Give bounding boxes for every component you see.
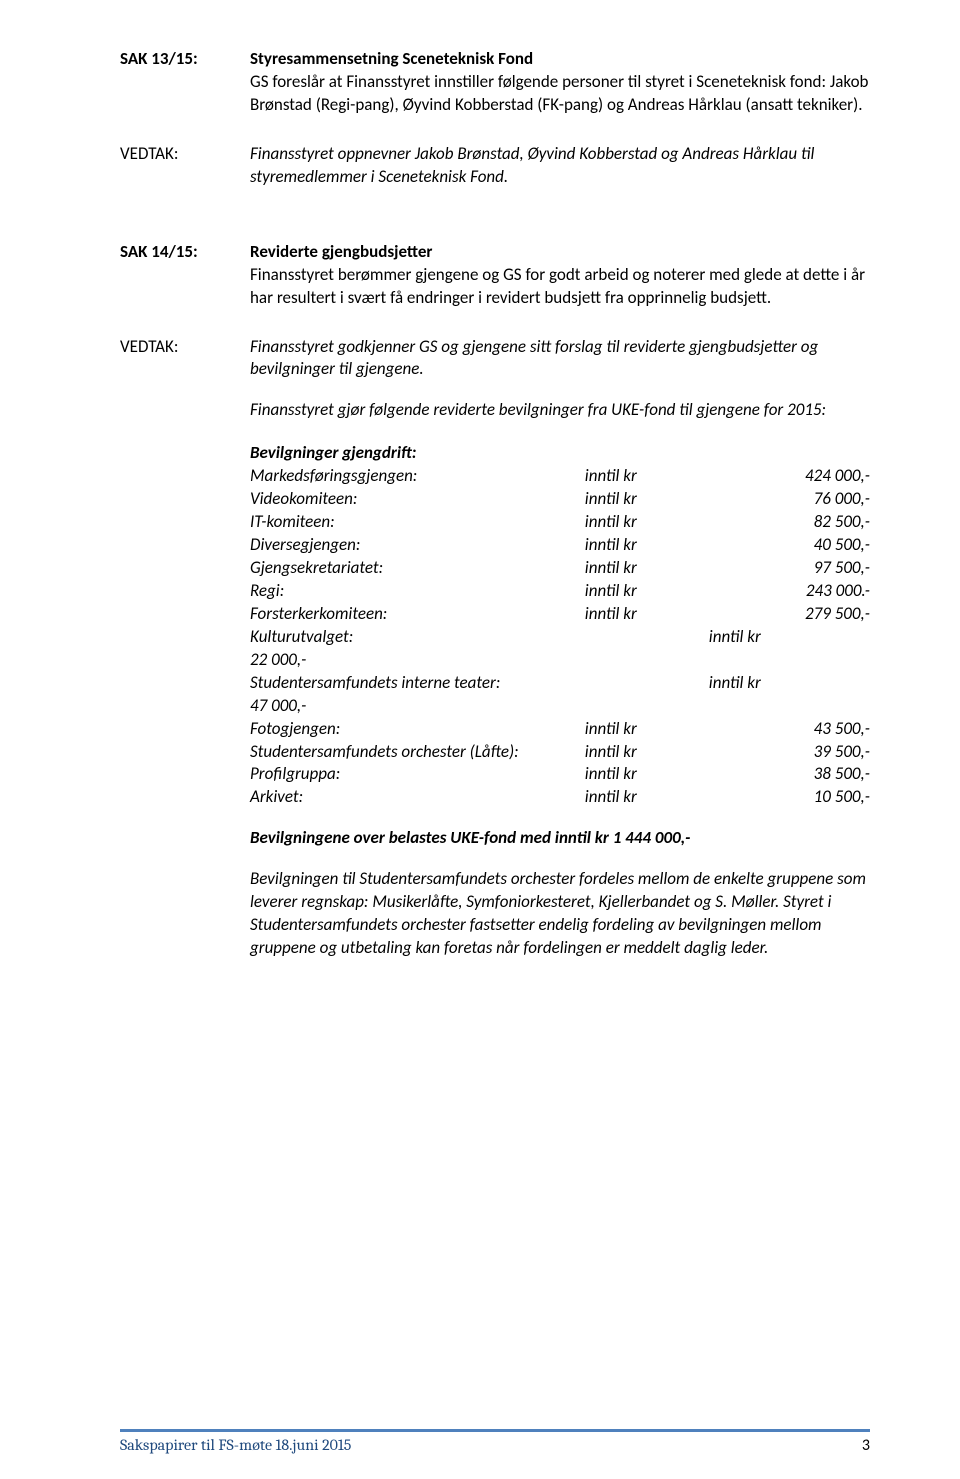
cell-amount: 424 000,- bbox=[709, 465, 870, 488]
sak-13-title: Styresammensetning Sceneteknisk Fond bbox=[250, 48, 533, 69]
sak-13-body: GS foreslår at Finansstyret innstiller f… bbox=[250, 71, 868, 115]
sak-14-body: Finansstyret berømmer gjengene og GS for… bbox=[250, 264, 865, 308]
cell-inntil: inntil kr bbox=[585, 741, 709, 764]
cell-amount: 40 500,- bbox=[709, 534, 870, 557]
cell-name: Regi: bbox=[250, 580, 585, 603]
table-row: 47 000,- bbox=[250, 695, 870, 718]
spacer bbox=[120, 215, 870, 241]
cell-inntil: inntil kr bbox=[585, 488, 709, 511]
vedtak-14-label: VEDTAK: bbox=[120, 336, 250, 359]
cell-amount: 38 500,- bbox=[709, 763, 870, 786]
table-row: Forsterkerkomiteen:inntil kr279 500,- bbox=[250, 603, 870, 626]
cell-amount: 10 500,- bbox=[709, 786, 870, 809]
footer-row: Sakspapirer til FS-møte 18.juni 2015 3 bbox=[120, 1436, 870, 1455]
cell-amount-wrapped: 47 000,- bbox=[250, 695, 585, 718]
cell-amount: 279 500,- bbox=[709, 603, 870, 626]
vedtak-14-block: VEDTAK: Finansstyret godkjenner GS og gj… bbox=[120, 336, 870, 961]
vedtak-13-body: Finansstyret oppnevner Jakob Brønstad, Ø… bbox=[250, 143, 870, 189]
table-row: Fotogjengen:inntil kr43 500,- bbox=[250, 718, 870, 741]
page-footer: Sakspapirer til FS-møte 18.juni 2015 3 bbox=[120, 1429, 870, 1455]
sak-13-block: SAK 13/15: Styresammensetning Scenetekni… bbox=[120, 48, 870, 117]
cell-amount: 82 500,- bbox=[709, 511, 870, 534]
cell-amount: 243 000.- bbox=[709, 580, 870, 603]
table-row: Profilgruppa:inntil kr38 500,- bbox=[250, 763, 870, 786]
cell-inntil: inntil kr bbox=[585, 786, 709, 809]
bevilgninger-title: Bevilgninger gjengdrift: bbox=[250, 442, 870, 465]
cell-inntil: inntil kr bbox=[585, 603, 709, 626]
vedtak-13-block: VEDTAK: Finansstyret oppnevner Jakob Brø… bbox=[120, 143, 870, 189]
cell-name: Arkivet: bbox=[250, 786, 585, 809]
vedtak-14-body1: Finansstyret godkjenner GS og gjengene s… bbox=[250, 336, 870, 382]
table-row: IT-komiteen:inntil kr82 500,- bbox=[250, 511, 870, 534]
cell-inntil: inntil kr bbox=[585, 465, 709, 488]
sak-13-label: SAK 13/15: bbox=[120, 48, 250, 71]
cell-inntil: inntil kr bbox=[709, 626, 870, 649]
sak-14-label: SAK 14/15: bbox=[120, 241, 250, 264]
table-row: Gjengsekretariatet:inntil kr97 500,- bbox=[250, 557, 870, 580]
cell-inntil: inntil kr bbox=[585, 557, 709, 580]
cell-name: Studentersamfundets orchester (Låfte): bbox=[250, 741, 585, 764]
cell-empty bbox=[709, 649, 870, 672]
cell-inntil: inntil kr bbox=[585, 534, 709, 557]
cell-name: Gjengsekretariatet: bbox=[250, 557, 585, 580]
cell-inntil: inntil kr bbox=[709, 672, 870, 695]
cell-amount: 76 000,- bbox=[709, 488, 870, 511]
sak-13-content: Styresammensetning Sceneteknisk Fond GS … bbox=[250, 48, 870, 117]
document-page: SAK 13/15: Styresammensetning Scenetekni… bbox=[0, 0, 960, 1479]
sak-14-content: Reviderte gjengbudsjetter Finansstyret b… bbox=[250, 241, 870, 310]
cell-name: IT-komiteen: bbox=[250, 511, 585, 534]
cell-empty bbox=[585, 649, 709, 672]
cell-amount: 43 500,- bbox=[709, 718, 870, 741]
cell-empty bbox=[585, 695, 709, 718]
table-row: Regi:inntil kr243 000.- bbox=[250, 580, 870, 603]
cell-inntil: inntil kr bbox=[585, 511, 709, 534]
footer-divider bbox=[120, 1429, 870, 1432]
cell-inntil: inntil kr bbox=[585, 763, 709, 786]
cell-amount: 39 500,- bbox=[709, 741, 870, 764]
table-row: Arkivet:inntil kr10 500,- bbox=[250, 786, 870, 809]
cell-amount: 97 500,- bbox=[709, 557, 870, 580]
cell-name: Markedsføringsgjengen: bbox=[250, 465, 585, 488]
table-row: Studentersamfundets orchester (Låfte):in… bbox=[250, 741, 870, 764]
table-row: Diversegjengen:inntil kr40 500,- bbox=[250, 534, 870, 557]
cell-name: Forsterkerkomiteen: bbox=[250, 603, 585, 626]
sak-14-title: Reviderte gjengbudsjetter bbox=[250, 241, 432, 262]
vedtak-14-para: Bevilgningen til Studentersamfundets orc… bbox=[250, 868, 870, 960]
cell-empty bbox=[709, 695, 870, 718]
cell-name: Fotogjengen: bbox=[250, 718, 585, 741]
cell-name: Studentersamfundets interne teater: bbox=[250, 672, 585, 695]
cell-name: Profilgruppa: bbox=[250, 763, 585, 786]
cell-empty bbox=[585, 672, 709, 695]
cell-amount-wrapped: 22 000,- bbox=[250, 649, 585, 672]
vedtak-14-content: Finansstyret godkjenner GS og gjengene s… bbox=[250, 336, 870, 961]
vedtak-14-body2: Finansstyret gjør følgende reviderte bev… bbox=[250, 399, 870, 422]
table-row: Studentersamfundets interne teater: innti… bbox=[250, 672, 870, 695]
table-row: Kulturutvalget: inntil kr bbox=[250, 626, 870, 649]
footer-page-number: 3 bbox=[862, 1436, 870, 1455]
footer-text: Sakspapirer til FS-møte 18.juni 2015 bbox=[120, 1436, 351, 1455]
cell-name: Kulturutvalget: bbox=[250, 626, 585, 649]
cell-inntil: inntil kr bbox=[585, 718, 709, 741]
table-row: 22 000,- bbox=[250, 649, 870, 672]
sak-14-block: SAK 14/15: Reviderte gjengbudsjetter Fin… bbox=[120, 241, 870, 310]
cell-name: Videokomiteen: bbox=[250, 488, 585, 511]
cell-empty bbox=[585, 626, 709, 649]
cell-inntil: inntil kr bbox=[585, 580, 709, 603]
table-row: Videokomiteen:inntil kr76 000,- bbox=[250, 488, 870, 511]
table-row: Markedsføringsgjengen:inntil kr424 000,- bbox=[250, 465, 870, 488]
bevilgning-table: Markedsføringsgjengen:inntil kr424 000,-… bbox=[250, 465, 870, 809]
vedtak-13-label: VEDTAK: bbox=[120, 143, 250, 166]
totals-line: Bevilgningene over belastes UKE-fond med… bbox=[250, 827, 870, 850]
cell-name: Diversegjengen: bbox=[250, 534, 585, 557]
